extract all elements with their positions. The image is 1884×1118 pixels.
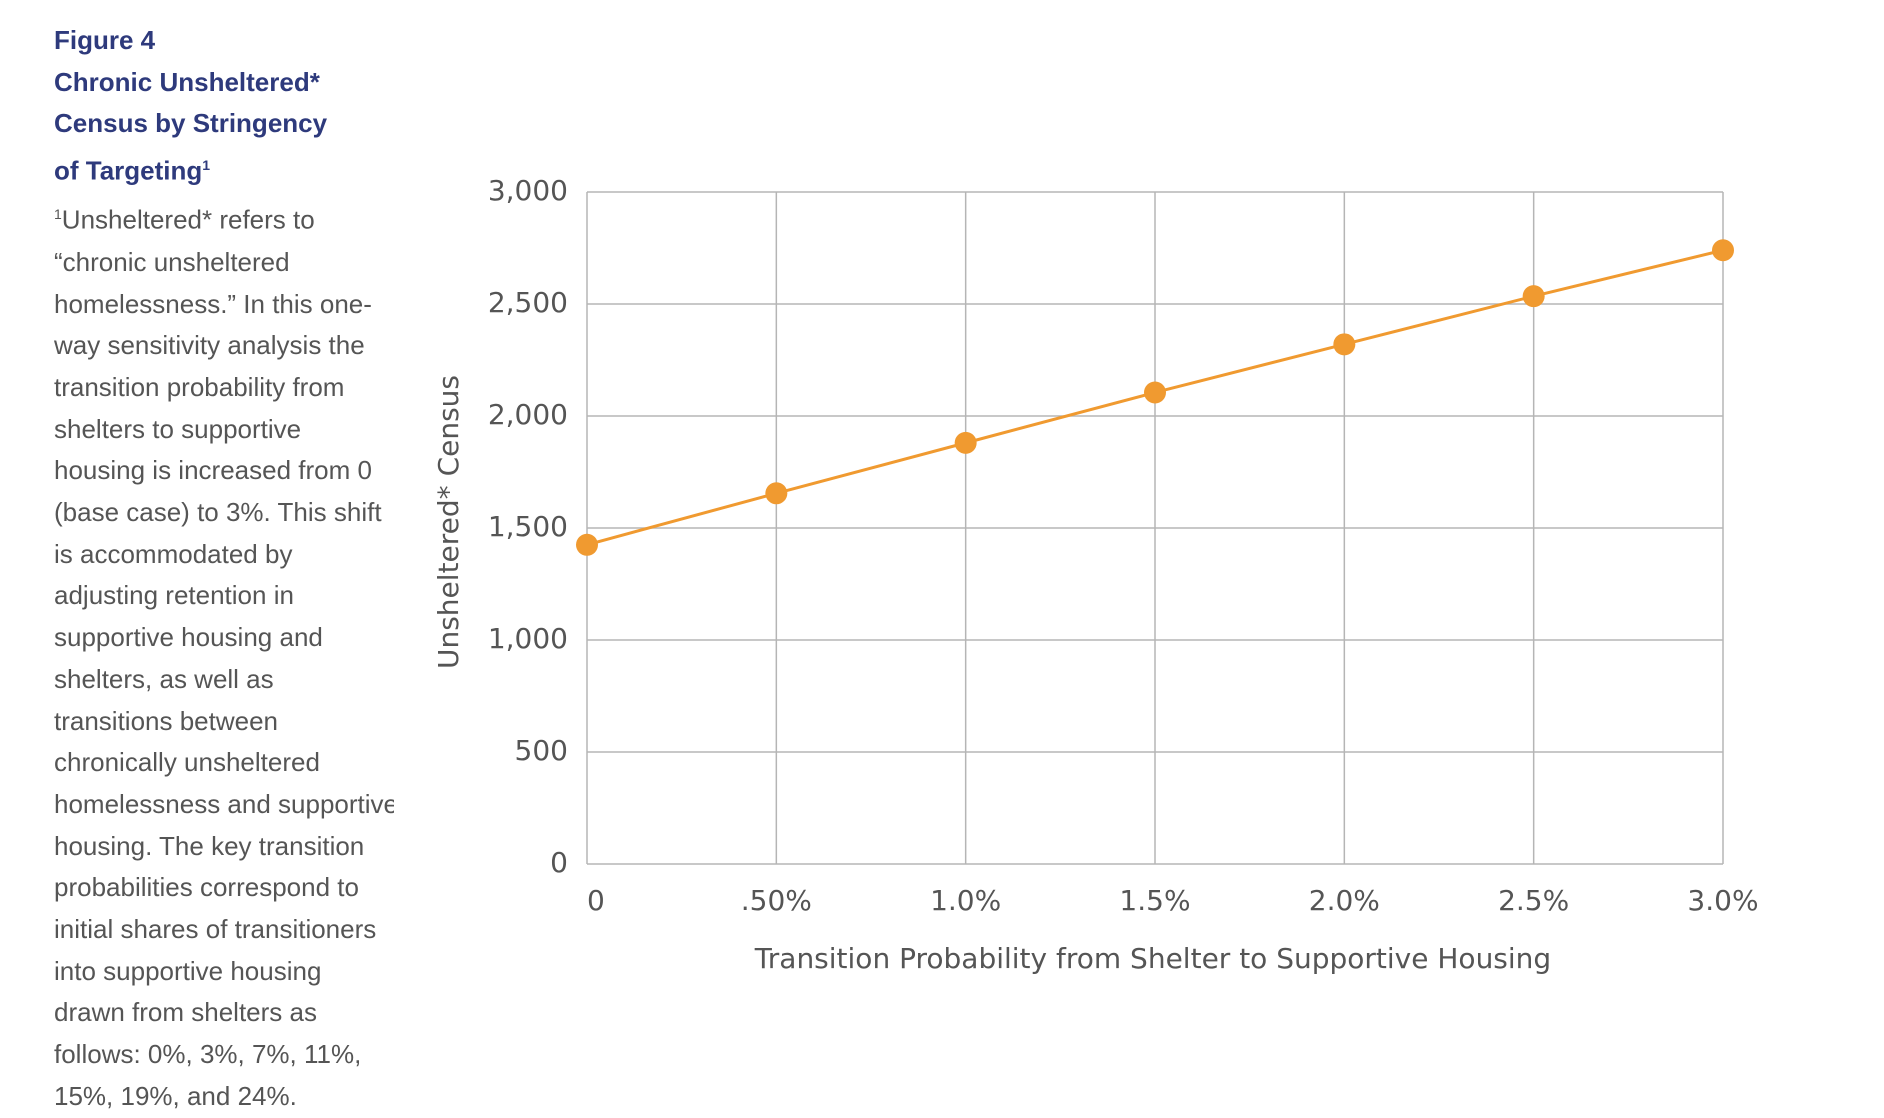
x-tick-label: 1.0% — [930, 884, 1001, 917]
point — [765, 482, 788, 505]
title-note-marker: 1 — [202, 157, 211, 174]
chart-title-block: Chronic Unsheltered* Census by Stringenc… — [54, 62, 354, 193]
x-tick-label: 3.0% — [1687, 884, 1758, 917]
point — [1144, 381, 1166, 404]
y-tick-label: 2,500 — [488, 286, 568, 319]
point — [954, 431, 977, 454]
x-tick-label: 1.5% — [1119, 884, 1190, 917]
chart-title: Chronic Unsheltered* Census by Stringenc… — [54, 66, 328, 186]
x-tick-label: 0 — [587, 884, 605, 917]
note-marker: 1 — [54, 206, 62, 223]
x-tick-label: 2.0% — [1309, 884, 1380, 917]
x-tick-label: 2.5% — [1498, 884, 1569, 917]
point — [576, 533, 598, 556]
y-tick-label: 1,000 — [488, 622, 568, 655]
point — [1712, 239, 1734, 262]
chart: Transition Probability from Shelter to S… — [432, 174, 1759, 975]
figure-label: Figure 4 — [54, 25, 156, 55]
x-tick-label: .50% — [741, 884, 812, 917]
page: Figure 4 Chronic Unsheltered* Census by … — [54, 25, 1759, 1111]
y-tick-label: 500 — [515, 734, 568, 767]
x-axis-label: Transition Probability from Shelter to S… — [754, 942, 1551, 975]
y-tick-label: 0 — [550, 846, 568, 879]
point — [1333, 333, 1356, 356]
y-tick-label: 2,000 — [488, 398, 568, 431]
footnote: 1Unsheltered* refers to “chronic unshelt… — [54, 194, 394, 1117]
sidebar: Figure 4 Chronic Unsheltered* Census by … — [54, 20, 394, 1118]
y-axis-label: Unsheltered* Census — [432, 375, 465, 669]
note-text: Unsheltered* refers to “chronic unshelte… — [54, 205, 394, 1111]
point — [1522, 285, 1545, 308]
y-tick-label: 1,500 — [488, 510, 568, 543]
y-tick-label: 3,000 — [488, 174, 568, 207]
